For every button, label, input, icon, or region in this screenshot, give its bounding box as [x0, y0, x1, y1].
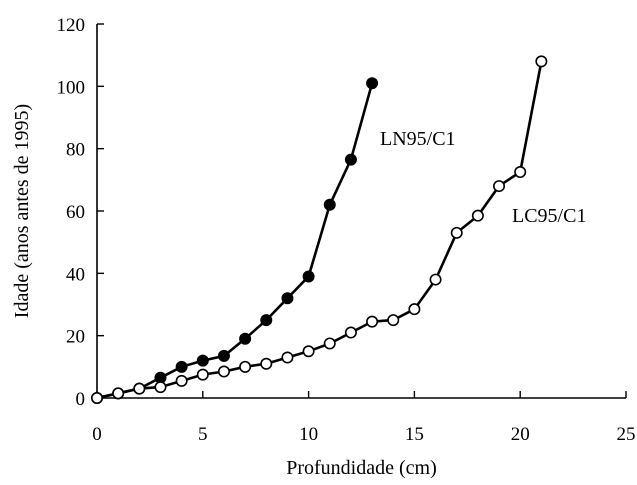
- data-point-open: [175, 374, 188, 387]
- data-point-open: [133, 382, 146, 395]
- data-point-filled: [196, 354, 209, 367]
- data-point-open: [239, 360, 252, 373]
- data-point-filled: [175, 360, 188, 373]
- data-point-open: [154, 381, 167, 394]
- data-point-filled: [366, 77, 379, 90]
- series-label-ln95-c1: LN95/C1: [380, 128, 456, 150]
- series-ln95-c1: [91, 77, 379, 404]
- data-point-filled: [260, 314, 273, 327]
- data-point-filled: [302, 270, 315, 283]
- data-point-open: [260, 357, 273, 370]
- data-point-open: [302, 345, 315, 358]
- data-point-open: [196, 368, 209, 381]
- data-point-open: [429, 273, 442, 286]
- data-point-filled: [344, 153, 357, 166]
- x-tick-label: 0: [92, 424, 102, 445]
- data-point-open: [471, 209, 484, 222]
- data-point-open: [281, 351, 294, 364]
- data-point-open: [535, 55, 548, 68]
- data-point-open: [344, 326, 357, 339]
- data-point-open: [366, 315, 379, 328]
- data-point-open: [514, 166, 527, 179]
- y-tick-label: 40: [66, 264, 85, 285]
- y-tick-label: 120: [57, 15, 86, 36]
- y-tick-label: 60: [66, 202, 85, 223]
- x-axis-label: Profundidade (cm): [286, 457, 437, 479]
- series-label-lc95-c1: LC95/C1: [512, 205, 586, 227]
- data-point-open: [493, 180, 506, 193]
- data-point-filled: [239, 332, 252, 345]
- data-point-open: [450, 226, 463, 239]
- y-tick-label: 20: [66, 327, 85, 348]
- x-tick-label: 20: [511, 424, 530, 445]
- data-point-filled: [281, 292, 294, 305]
- data-point-open: [408, 303, 421, 316]
- data-point-open: [91, 391, 104, 404]
- data-point-open: [387, 314, 400, 327]
- series-line: [96, 82, 374, 400]
- series-layer: [91, 55, 548, 404]
- data-point-open: [112, 387, 125, 400]
- data-point-filled: [323, 198, 336, 211]
- x-tick-label: 25: [617, 424, 636, 445]
- x-tick-label: 10: [299, 424, 318, 445]
- data-point-filled: [217, 349, 230, 362]
- y-axis-label: Idade (anos antes de 1995): [11, 104, 33, 318]
- y-tick-label: 100: [57, 77, 86, 98]
- y-tick-label: 80: [66, 140, 85, 161]
- x-tick-label: 15: [405, 424, 424, 445]
- y-axis-ticks: 0 20 40 60 80 100 120: [57, 15, 104, 410]
- series-lc95-c1: [91, 55, 548, 404]
- series-line: [96, 61, 543, 400]
- x-tick-label: 5: [198, 424, 208, 445]
- y-tick-label: 0: [76, 389, 86, 410]
- data-point-open: [217, 365, 230, 378]
- data-point-open: [323, 337, 336, 350]
- x-axis-ticks: 0 5 10 15 20 25: [92, 391, 636, 445]
